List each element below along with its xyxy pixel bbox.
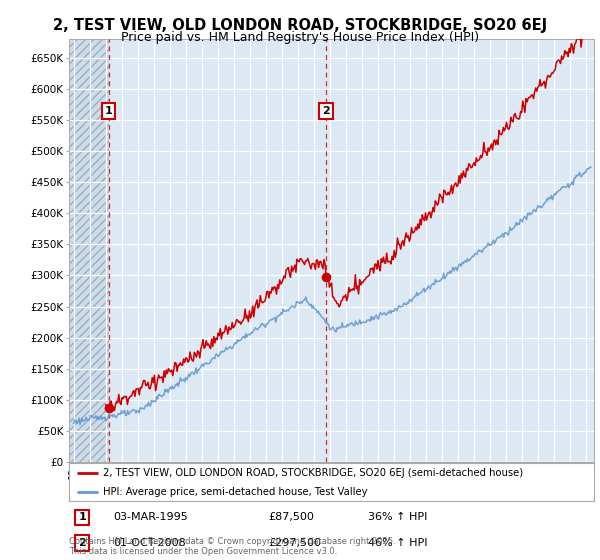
Text: £297,500: £297,500 [269,538,322,548]
Text: 1: 1 [104,106,112,116]
Text: Contains HM Land Registry data © Crown copyright and database right 2025.
This d: Contains HM Land Registry data © Crown c… [69,536,395,556]
Text: 1: 1 [78,512,86,522]
Bar [69,39,109,462]
Text: 2, TEST VIEW, OLD LONDON ROAD, STOCKBRIDGE, SO20 6EJ: 2, TEST VIEW, OLD LONDON ROAD, STOCKBRID… [53,18,547,33]
Text: 03-MAR-1995: 03-MAR-1995 [113,512,188,522]
Text: 46% ↑ HPI: 46% ↑ HPI [368,538,428,548]
Text: 2: 2 [322,106,330,116]
Text: Price paid vs. HM Land Registry's House Price Index (HPI): Price paid vs. HM Land Registry's House … [121,31,479,44]
Text: 2: 2 [78,538,86,548]
Text: HPI: Average price, semi-detached house, Test Valley: HPI: Average price, semi-detached house,… [103,487,368,497]
Text: £87,500: £87,500 [269,512,314,522]
Text: 01-OCT-2008: 01-OCT-2008 [113,538,187,548]
Text: 2, TEST VIEW, OLD LONDON ROAD, STOCKBRIDGE, SO20 6EJ (semi-detached house): 2, TEST VIEW, OLD LONDON ROAD, STOCKBRID… [103,468,523,478]
Text: 36% ↑ HPI: 36% ↑ HPI [368,512,428,522]
